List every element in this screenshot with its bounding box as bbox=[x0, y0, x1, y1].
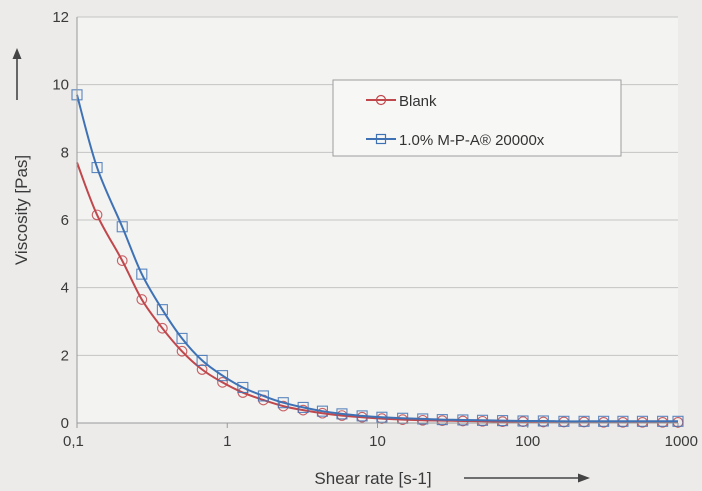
y-tick-label: 6 bbox=[61, 212, 69, 229]
data-point bbox=[91, 162, 103, 174]
series-line bbox=[76, 94, 678, 423]
data-point bbox=[578, 415, 590, 427]
legend-label-blank: Blank bbox=[399, 93, 437, 110]
y-axis-arrow bbox=[12, 48, 22, 100]
data-point bbox=[116, 255, 128, 266]
data-point bbox=[537, 415, 549, 427]
data-point bbox=[196, 364, 208, 375]
y-tick-label: 8 bbox=[61, 144, 69, 161]
data-point bbox=[136, 294, 148, 305]
data-point bbox=[176, 332, 188, 344]
y-tick-label: 4 bbox=[61, 280, 69, 297]
y-tick-labels: 0 2 4 6 8 10 12 bbox=[52, 9, 69, 432]
x-tick-label: 1000 bbox=[665, 433, 698, 450]
data-point bbox=[196, 354, 208, 366]
series-1 bbox=[71, 89, 684, 427]
data-point bbox=[558, 415, 570, 427]
data-point bbox=[157, 322, 168, 334]
data-point bbox=[598, 415, 610, 427]
legend-item-mpa: 1.0% M-P-A® 20000x bbox=[366, 132, 545, 149]
x-tick-labels: 0,1 1 10 100 1000 bbox=[63, 433, 698, 450]
data-point bbox=[436, 414, 448, 426]
data-point bbox=[316, 405, 328, 417]
y-tick-label: 10 bbox=[52, 77, 69, 94]
data-point bbox=[257, 390, 269, 402]
data-point bbox=[277, 397, 289, 409]
data-point bbox=[636, 415, 649, 427]
legend: Blank 1.0% M-P-A® 20000x bbox=[332, 79, 622, 157]
x-tick-label: 1 bbox=[223, 433, 231, 450]
data-point bbox=[476, 414, 489, 426]
x-axis-arrow bbox=[464, 473, 590, 483]
data-point bbox=[217, 377, 228, 388]
data-point bbox=[91, 209, 103, 221]
y-tick-label: 12 bbox=[52, 9, 69, 26]
legend-circle-marker bbox=[375, 94, 387, 106]
data-point bbox=[216, 370, 229, 382]
legend-square-marker bbox=[375, 133, 387, 145]
legend-label-mpa: 1.0% M-P-A® 20000x bbox=[399, 132, 545, 149]
x-tick-label: 10 bbox=[369, 433, 386, 450]
data-point bbox=[136, 268, 148, 280]
data-point bbox=[116, 221, 128, 233]
x-tick-label: 100 bbox=[515, 433, 540, 450]
data-point bbox=[617, 415, 629, 427]
data-point bbox=[237, 381, 249, 394]
data-point bbox=[417, 413, 429, 425]
data-point bbox=[176, 345, 188, 357]
data-point bbox=[156, 304, 168, 316]
data-point bbox=[336, 408, 348, 420]
data-point bbox=[497, 415, 509, 427]
data-point bbox=[297, 401, 309, 413]
data-point bbox=[457, 414, 469, 426]
data-point bbox=[517, 415, 529, 427]
data-point bbox=[376, 411, 388, 423]
y-tick-label: 2 bbox=[61, 347, 69, 364]
data-point bbox=[657, 415, 669, 427]
data-point bbox=[672, 415, 684, 427]
y-axis-title: Viscosity [Pas] bbox=[12, 155, 31, 265]
y-tick-label: 0 bbox=[61, 415, 69, 432]
legend-item-blank: Blank bbox=[366, 93, 437, 110]
x-tick-label: 0,1 bbox=[63, 433, 84, 450]
series-layer bbox=[71, 89, 684, 428]
data-point bbox=[356, 410, 368, 422]
x-axis-title: Shear rate [s-1] bbox=[314, 469, 431, 488]
